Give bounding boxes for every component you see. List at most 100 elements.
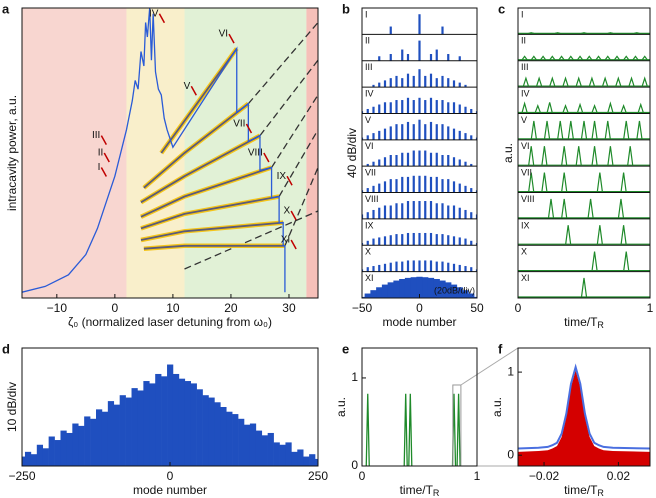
soliton-branch [140,166,272,218]
spectral-line [464,133,467,140]
annotation-arrow [263,152,270,163]
spectral-bar [226,411,233,466]
pulse [549,55,556,61]
spectral-line [383,236,387,246]
pulse [620,104,627,113]
pulse [615,76,622,87]
spectral-line [395,179,398,193]
spectral-line [372,106,375,114]
spectral-line [418,201,421,219]
spectral-line [378,237,381,246]
x-tick-label: 0 [359,469,366,483]
spectral-line [418,150,421,167]
spectral-line [435,152,438,167]
row-label: XI [521,273,530,283]
spectral-line [475,190,477,193]
spectral-line [395,155,398,167]
annotation: III [92,130,100,141]
spectral-line [383,102,387,114]
annotation: V [184,81,191,92]
annotation: VII [233,119,245,130]
x-axis-label-text: mode number [133,483,207,497]
pulse [530,120,537,139]
soliton-branch [140,134,261,204]
spectral-line [370,290,377,298]
spectral-line [435,49,438,61]
annotation-arrow [290,239,297,250]
spectral-line [389,179,392,193]
spectral-line [458,130,461,140]
spectral-line [383,181,387,193]
zoom-connector [460,347,519,386]
row-label: VI [521,141,530,151]
spectral-line [412,75,415,88]
x-tick-label: −0.02 [529,469,560,483]
pulse [408,393,413,466]
pulse [617,198,625,218]
spectral-bar [273,442,280,466]
soliton-branch [140,221,284,241]
plot-area [22,8,318,298]
spectral-bar [84,416,91,466]
pulse [365,393,370,466]
spectral-line [412,100,415,114]
annotation: IV [149,8,159,19]
spectral-line [378,264,381,272]
spectral-line [389,102,392,114]
y-tick-label: 0 [507,447,514,461]
x-tick-label: 0 [167,469,174,483]
spectral-line [458,183,461,193]
spectral-line [452,80,456,88]
region [184,8,307,298]
panel-label: f [498,341,503,356]
spectral-line [468,293,475,298]
row-label: II [521,36,526,46]
row-label: IV [521,88,530,98]
spectral-bar [48,436,55,466]
spectral-line [401,234,404,246]
axes-frame [517,7,651,299]
pulse [591,120,598,139]
x-axis-label-text: mode number [382,315,456,329]
pulse [637,102,644,113]
pulse [591,146,598,166]
x-axis-label: time/TR [400,483,440,498]
spectral-line [406,232,410,246]
panel-label: a [2,1,10,16]
x-axis-label: mode number [133,483,207,497]
spectral-line [435,78,438,88]
spectral-line [458,159,461,167]
spectral-line [424,201,427,219]
spectral-bar [291,451,298,466]
pulse [607,146,614,166]
pulse [561,172,568,192]
spectral-line [452,263,456,272]
pulse [561,198,568,218]
spectral-line [424,260,427,272]
spectral-line [435,100,438,114]
spectral-bar [22,456,26,466]
annotation: II [98,148,104,159]
spectral-bar [113,404,120,466]
spectral-bar [238,418,245,466]
spectral-bar [303,456,310,466]
x-axis-label: time/TR [564,315,604,330]
spectral-line [372,266,375,272]
annotation: X [283,206,290,217]
x-axis-label-sub: R [433,488,440,498]
pulse [541,146,548,166]
x-axis-label: ζ₀ (normalized laser detuning from ω₀) [68,315,272,329]
spectral-line [447,262,450,272]
spectral-line [418,69,421,88]
spectral-line [458,56,461,61]
spectral-line [401,203,404,219]
spectral-line [447,155,450,167]
row-label: X [365,247,371,257]
spectral-bar [54,440,61,466]
spectral-bar [285,442,292,466]
pulse [596,225,603,245]
pulse [562,104,569,113]
x-axis-label-text: ζ₀ (normalized laser detuning from ω₀) [68,315,272,329]
x-axis-label-sub: R [597,320,604,330]
spectral-line [470,135,473,140]
